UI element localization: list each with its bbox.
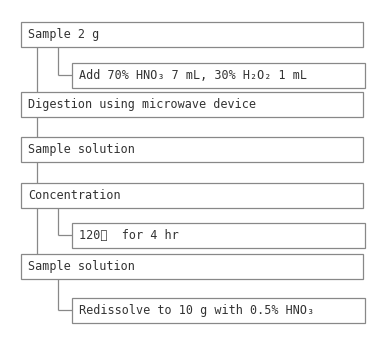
Bar bbox=[72, 223, 365, 248]
Bar bbox=[21, 92, 363, 117]
Text: Add 70% HNO₃ 7 mL, 30% H₂O₂ 1 mL: Add 70% HNO₃ 7 mL, 30% H₂O₂ 1 mL bbox=[79, 69, 307, 82]
Text: Digestion using microwave device: Digestion using microwave device bbox=[28, 98, 256, 111]
Bar bbox=[21, 137, 363, 162]
Text: Sample 2 g: Sample 2 g bbox=[28, 28, 100, 41]
Bar bbox=[21, 254, 363, 279]
Text: Concentration: Concentration bbox=[28, 188, 121, 202]
Text: Redissolve to 10 g with 0.5% HNO₃: Redissolve to 10 g with 0.5% HNO₃ bbox=[79, 304, 314, 317]
Bar bbox=[72, 298, 365, 323]
Text: 120℃  for 4 hr: 120℃ for 4 hr bbox=[79, 229, 178, 242]
Text: Sample solution: Sample solution bbox=[28, 143, 135, 156]
Text: Sample solution: Sample solution bbox=[28, 260, 135, 273]
Bar bbox=[21, 183, 363, 208]
Bar bbox=[72, 63, 365, 88]
Bar bbox=[21, 22, 363, 47]
